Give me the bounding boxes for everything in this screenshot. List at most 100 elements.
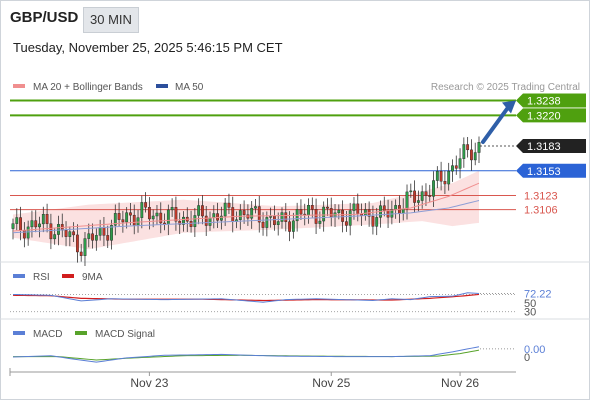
level-label-resistance: 1.3220 (527, 110, 561, 122)
candle-body (68, 231, 72, 237)
timeframe-button[interactable]: 30 MIN (83, 7, 139, 33)
candle-body (466, 144, 470, 151)
candle-body (288, 221, 291, 232)
legend-label-ma20: MA 20 + Bollinger Bands (33, 82, 143, 93)
legend-swatch-rsi (13, 274, 25, 278)
candle-body (314, 209, 318, 224)
level-tag-pivot (516, 163, 586, 178)
candle-body (125, 212, 129, 223)
candle-body (462, 144, 466, 159)
candle-body (208, 217, 212, 226)
candle-body (299, 209, 303, 215)
candle-body (451, 165, 454, 172)
candle-body (121, 219, 125, 223)
candle-body (204, 215, 208, 226)
candle-body (41, 214, 45, 225)
candle-body (344, 221, 348, 226)
candle-body (337, 209, 341, 214)
candle-body (129, 212, 132, 216)
support-level-label: 1.3106 (524, 205, 558, 217)
candle-body (326, 206, 329, 209)
rsi-line (12, 292, 480, 303)
rsi-tick-label: 50 (524, 298, 536, 310)
candle-body (94, 235, 98, 241)
candle-body (341, 209, 345, 222)
candle-body (420, 191, 424, 201)
level-tag-price (516, 138, 586, 153)
candle-body (254, 206, 257, 209)
candle-body (79, 251, 83, 256)
candle-body (87, 233, 91, 239)
candle-body (91, 233, 94, 241)
candle-body (375, 217, 379, 227)
candle-body (197, 205, 201, 216)
candle-body (34, 220, 38, 228)
candle-body (140, 202, 144, 218)
candle-body (284, 212, 288, 222)
level-label-price: 1.3183 (527, 141, 561, 153)
candle-body (352, 203, 356, 211)
candle-body (144, 202, 148, 208)
candle-body (356, 203, 360, 214)
candle-body (132, 214, 136, 226)
candle-body (147, 207, 151, 220)
candle-body (443, 181, 447, 185)
candle-body (473, 152, 477, 161)
time-axis-label: Nov 23 (130, 376, 168, 390)
legend-swatch-ma20 (13, 84, 25, 88)
legend-label-rsi-ma: 9MA (82, 272, 103, 283)
candle-body (182, 216, 185, 225)
level-label-resistance: 1.3238 (527, 96, 561, 108)
candle-body (322, 206, 326, 222)
candle-body (136, 217, 140, 226)
level-tag-resistance (516, 108, 586, 123)
candle-body (470, 149, 473, 161)
datetime-label: Tuesday, November 25, 2025 5:46:15 PM CE… (13, 40, 283, 55)
candle-body (166, 209, 170, 225)
level-tag-resistance (516, 93, 586, 108)
candle-body (242, 210, 246, 215)
candle-body (458, 158, 462, 169)
candle-body (382, 205, 386, 211)
candle-body (45, 214, 49, 224)
candle-body (310, 205, 314, 210)
research-credit: Research © 2025 Trading Central (431, 82, 580, 93)
candle-body (435, 170, 439, 181)
level-label-pivot: 1.3153 (527, 166, 561, 178)
candle-body (405, 191, 409, 209)
candle-body (394, 205, 398, 210)
candle-body (72, 231, 76, 236)
candle-body (11, 223, 15, 229)
candle-body (227, 202, 231, 208)
candle-body (280, 212, 284, 222)
candle-body (447, 170, 451, 185)
candle-body (265, 217, 269, 228)
candle-body (428, 195, 432, 197)
candle-body (76, 234, 79, 253)
time-axis-label: Nov 26 (441, 376, 479, 390)
candle-body (276, 221, 280, 225)
candle-body (178, 220, 182, 225)
candle-body (83, 238, 87, 256)
candle-body (454, 165, 458, 169)
candle-body (155, 212, 159, 217)
candle-body (151, 215, 155, 220)
rsi-tick-label: 30 (524, 307, 536, 319)
candle-body (250, 207, 254, 219)
candle-body (113, 213, 117, 226)
legend-swatch-rsi-ma (62, 274, 74, 278)
candle-body (15, 217, 19, 224)
candle-body (318, 220, 322, 224)
time-axis: Nov 23 Nov 25 Nov 26 (9, 368, 516, 390)
candle-body (231, 207, 235, 222)
candle-body (38, 223, 41, 228)
candle-body (477, 142, 481, 153)
candle-body (57, 224, 60, 235)
candle-body (273, 216, 276, 225)
candle-body (219, 215, 223, 221)
legend-label-macd: MACD (33, 329, 62, 340)
candle-body (307, 205, 310, 216)
legend-swatch-macd (13, 331, 25, 335)
forecast-arrowhead (502, 100, 516, 114)
candle-body (348, 210, 352, 226)
